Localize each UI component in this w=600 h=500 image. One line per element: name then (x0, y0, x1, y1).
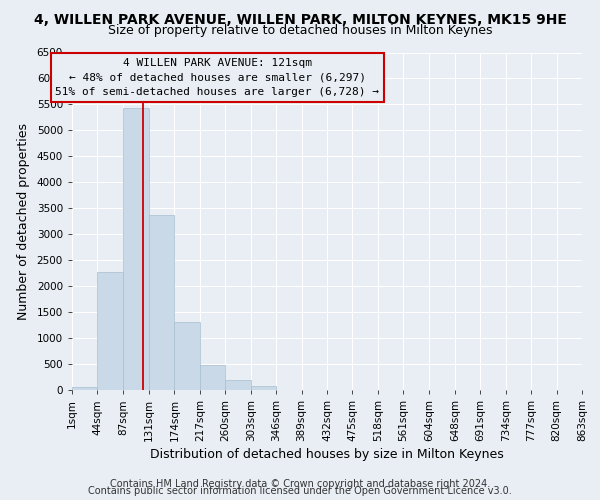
Bar (72, 388, 97, 390)
Text: 4 WILLEN PARK AVENUE: 121sqm
← 48% of detached houses are smaller (6,297)
51% of: 4 WILLEN PARK AVENUE: 121sqm ← 48% of de… (55, 58, 379, 97)
Text: Contains public sector information licensed under the Open Government Licence v3: Contains public sector information licen… (88, 486, 512, 496)
Bar (200, 365, 225, 390)
X-axis label: Distribution of detached houses by size in Milton Keynes: Distribution of detached houses by size … (150, 448, 504, 461)
Bar (225, 380, 251, 390)
Text: Contains HM Land Registry data © Crown copyright and database right 2024.: Contains HM Land Registry data © Crown c… (110, 479, 490, 489)
Text: 4, WILLEN PARK AVENUE, WILLEN PARK, MILTON KEYNES, MK15 9HE: 4, WILLEN PARK AVENUE, WILLEN PARK, MILT… (34, 12, 566, 26)
Y-axis label: Number of detached properties: Number of detached properties (17, 122, 30, 320)
Bar (251, 386, 276, 390)
Bar (149, 214, 175, 390)
Text: Size of property relative to detached houses in Milton Keynes: Size of property relative to detached ho… (108, 24, 492, 37)
Bar (97, 272, 123, 390)
Bar (175, 322, 200, 390)
Bar (123, 108, 149, 390)
